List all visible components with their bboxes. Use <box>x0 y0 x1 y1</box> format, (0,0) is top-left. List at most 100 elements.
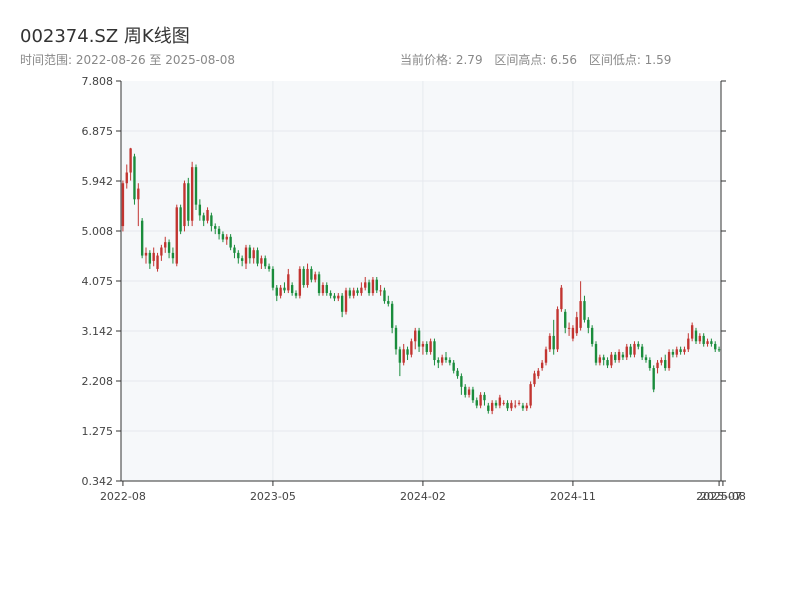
candle <box>564 309 567 334</box>
candle-body <box>402 349 405 363</box>
candle-body <box>698 335 702 342</box>
candle <box>525 402 528 411</box>
candle-body <box>440 357 444 363</box>
candle-body <box>356 290 359 294</box>
candle-body <box>217 228 221 235</box>
candle <box>610 351 613 369</box>
candle <box>252 247 255 264</box>
candle-body <box>294 293 298 296</box>
candle-body <box>156 255 159 269</box>
candle-body <box>560 287 563 310</box>
candle-body <box>290 285 294 294</box>
date-range-text: 时间范围: 2022-08-26 至 2025-08-08 <box>20 53 235 67</box>
candle <box>529 381 532 409</box>
candle <box>421 341 425 355</box>
candle <box>667 349 671 371</box>
candle-body <box>279 287 282 296</box>
candle <box>260 255 263 269</box>
candle <box>267 263 271 272</box>
candle-body <box>387 301 390 304</box>
candle <box>567 322 571 336</box>
candle-body <box>275 287 278 296</box>
candle <box>367 279 371 296</box>
candle <box>364 276 367 291</box>
candle-body <box>429 341 432 352</box>
candle-body <box>244 247 248 264</box>
candle-body <box>179 207 182 232</box>
candle <box>140 218 144 259</box>
candle-body <box>283 287 286 291</box>
candle <box>275 285 278 302</box>
candle <box>271 266 275 291</box>
candle-body <box>456 370 459 377</box>
candle <box>579 281 582 331</box>
candle <box>590 325 594 347</box>
candle-body <box>610 354 613 366</box>
candle-body <box>617 351 621 361</box>
y-tick-label: 2.208 <box>82 375 114 388</box>
candle-body <box>625 346 628 358</box>
candle <box>710 338 713 347</box>
candle <box>356 287 359 296</box>
candle <box>575 311 578 336</box>
candle <box>444 351 448 363</box>
range-low-text: 区间低点: 1.59 <box>588 53 672 67</box>
candle-body <box>210 215 213 227</box>
candle-body <box>475 400 478 406</box>
candle <box>290 282 294 296</box>
candle-body <box>575 317 578 334</box>
candle <box>425 341 428 355</box>
candle-body <box>690 325 694 339</box>
candle-body <box>606 360 609 366</box>
candle <box>402 343 405 366</box>
candle-body <box>298 268 302 296</box>
candle-body <box>544 349 548 363</box>
candle <box>156 252 159 272</box>
candle-body <box>425 343 428 352</box>
candle <box>521 402 525 411</box>
y-tick-label: 3.142 <box>82 325 114 338</box>
candle-body <box>394 327 398 350</box>
candle-body <box>252 250 255 259</box>
candle-body <box>225 236 228 240</box>
y-tick-label: 4.075 <box>82 275 114 288</box>
candle <box>625 343 628 361</box>
candle <box>248 244 252 264</box>
candle-body <box>267 266 271 269</box>
candle <box>537 368 540 379</box>
candle-body <box>479 394 482 406</box>
candle <box>125 164 128 189</box>
candle <box>587 317 590 334</box>
y-tick-label: 5.008 <box>82 225 114 238</box>
candle <box>617 349 621 363</box>
candle <box>464 384 467 398</box>
candle-body <box>256 250 259 264</box>
candle-body <box>237 252 240 259</box>
candle <box>660 357 663 366</box>
candle <box>429 338 432 355</box>
candle-body <box>683 349 686 352</box>
candle-body <box>506 402 509 409</box>
candle-body <box>321 285 325 294</box>
candle <box>487 402 490 414</box>
candle-body <box>187 183 190 221</box>
candle <box>614 351 617 363</box>
candle-body <box>629 346 632 355</box>
candle <box>256 247 259 267</box>
candle <box>437 357 440 369</box>
x-tick-label: 2025-08 <box>700 490 746 503</box>
candle-body <box>214 226 217 229</box>
candle <box>671 349 675 358</box>
candle <box>198 199 202 221</box>
candle <box>164 236 167 253</box>
candle <box>414 327 417 350</box>
candle <box>640 343 644 361</box>
candle-body <box>687 338 690 350</box>
candle-body <box>621 354 625 358</box>
candle <box>652 365 655 393</box>
candle-body <box>452 362 455 371</box>
candle-body <box>487 405 490 411</box>
candle-body <box>706 341 709 344</box>
candle <box>517 400 521 406</box>
